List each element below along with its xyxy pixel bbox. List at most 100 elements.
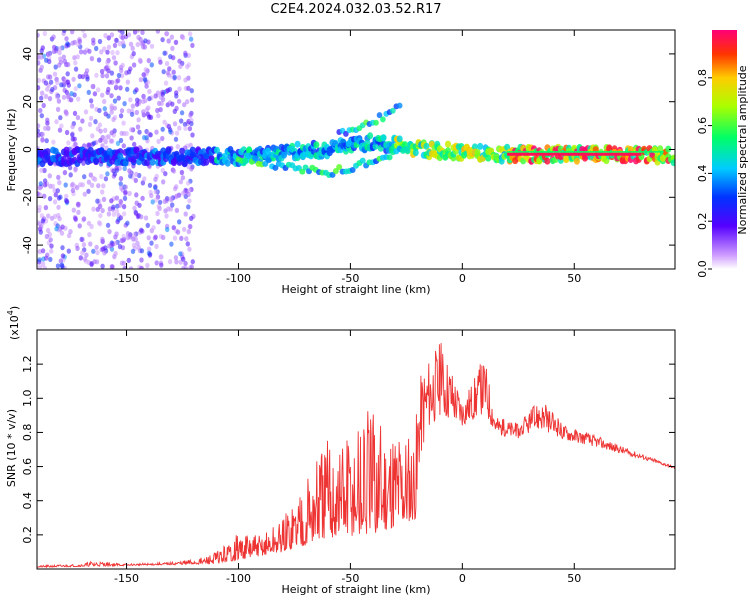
noise-point	[140, 30, 145, 35]
noise-point	[90, 83, 95, 90]
noise-point	[155, 107, 160, 114]
noise-point	[61, 54, 66, 60]
noise-point	[179, 169, 185, 176]
noise-point	[38, 107, 43, 114]
noise-point	[119, 108, 125, 114]
noise-point	[98, 128, 103, 134]
snr-frame	[36, 329, 676, 570]
noise-point	[112, 98, 118, 104]
noise-point	[163, 171, 168, 177]
noise-point	[103, 176, 109, 182]
noise-point	[111, 204, 116, 210]
noise-point	[70, 124, 75, 130]
noise-point	[159, 262, 164, 268]
noise-point	[37, 191, 41, 197]
noise-point	[81, 160, 86, 166]
noise-point	[46, 74, 51, 80]
noise-point	[112, 171, 118, 177]
noise-point	[172, 121, 178, 127]
y-tick-label: 1.0	[21, 390, 34, 408]
noise-point	[160, 37, 165, 43]
ridge-point	[485, 154, 492, 162]
noise-point	[135, 41, 140, 48]
noise-point	[139, 214, 144, 220]
noise-point	[98, 221, 103, 227]
ridge-point	[133, 146, 140, 154]
noise-point	[40, 90, 45, 96]
noise-point	[183, 77, 188, 83]
noise-point	[173, 136, 179, 142]
noise-point	[187, 31, 193, 37]
noise-point	[66, 140, 71, 146]
noise-point	[107, 206, 113, 212]
y-tick-label: 0	[21, 146, 34, 153]
noise-point	[150, 199, 155, 205]
noise-point	[55, 263, 61, 269]
noise-point	[84, 252, 89, 258]
noise-point	[75, 115, 81, 121]
x-tick-label: -150	[114, 572, 139, 585]
noise-point	[126, 257, 131, 263]
noise-point	[43, 205, 49, 211]
noise-point	[107, 79, 112, 85]
y-tick-label: 20	[21, 95, 34, 109]
noise-point	[189, 264, 194, 269]
noise-point	[147, 182, 153, 188]
noise-point	[72, 110, 78, 116]
noise-point	[63, 193, 69, 199]
noise-point	[169, 34, 175, 40]
noise-point	[118, 176, 124, 182]
noise-point	[57, 216, 62, 222]
noise-point	[46, 213, 51, 219]
noise-point	[57, 127, 63, 133]
ridge-point	[203, 158, 210, 166]
ridge-point	[657, 145, 664, 153]
noise-point	[105, 171, 110, 177]
noise-point	[149, 62, 154, 68]
noise-point	[135, 124, 141, 130]
noise-point	[145, 111, 150, 117]
noise-point	[78, 255, 84, 261]
noise-point	[188, 112, 193, 118]
noise-point	[143, 77, 148, 83]
noise-point	[165, 70, 171, 76]
noise-point	[114, 165, 119, 171]
noise-point	[56, 174, 61, 180]
noise-point	[160, 135, 165, 142]
upper-branch-point	[373, 119, 379, 126]
noise-point	[139, 257, 144, 263]
noise-point	[111, 116, 116, 123]
noise-point	[65, 93, 71, 100]
noise-point	[126, 69, 132, 75]
noise-point	[42, 193, 47, 199]
noise-point	[55, 94, 60, 100]
noise-point	[118, 215, 124, 221]
noise-point	[91, 40, 96, 46]
noise-point	[146, 235, 151, 241]
noise-point	[77, 83, 82, 89]
noise-point	[134, 171, 139, 177]
noise-point	[69, 91, 74, 97]
noise-point	[80, 74, 86, 80]
noise-point	[70, 187, 76, 194]
noise-point	[65, 62, 71, 68]
noise-point	[104, 65, 109, 71]
noise-point	[114, 231, 119, 237]
snr-scale-label: (x104)	[6, 306, 21, 340]
noise-point	[131, 242, 137, 248]
noise-point	[153, 185, 158, 191]
noise-point	[73, 215, 78, 222]
noise-point	[65, 41, 70, 47]
colorbar: 0.0 0.2 0.4 0.6 0.8 Normalized spectral ampl…	[696, 30, 749, 278]
noise-point	[135, 214, 141, 220]
noise-point	[162, 198, 167, 205]
colorbar-tick-label: 0.0	[696, 260, 709, 278]
noise-point	[58, 46, 63, 52]
noise-point	[64, 198, 70, 205]
y-tick-label: -20	[21, 188, 34, 206]
noise-point	[138, 77, 144, 83]
noise-point	[48, 79, 54, 85]
noise-point	[47, 196, 53, 202]
noise-point	[136, 244, 141, 251]
noise-point	[66, 248, 72, 254]
